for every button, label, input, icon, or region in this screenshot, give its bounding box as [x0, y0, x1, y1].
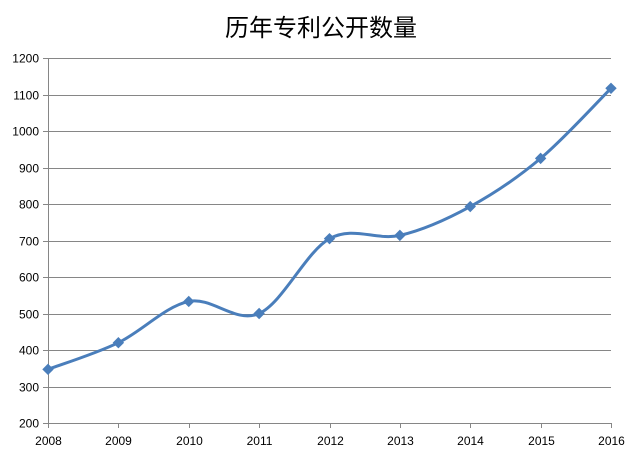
y-tick-label: 500: [19, 308, 39, 322]
grid-lines: [48, 58, 611, 388]
x-tick-label: 2010: [176, 434, 203, 448]
y-tick-label: 1100: [13, 89, 39, 103]
data-point: [253, 307, 265, 320]
data-point: [605, 82, 617, 95]
y-tick-label: 800: [19, 198, 39, 212]
y-tick-label: 200: [19, 417, 39, 431]
data-point: [464, 200, 476, 213]
x-tick-label: 2013: [387, 434, 414, 448]
x-tick-label: 2009: [105, 434, 132, 448]
data-point: [323, 232, 336, 245]
data-point: [183, 295, 195, 308]
data-point: [112, 336, 125, 349]
y-tick-label: 1200: [12, 52, 39, 66]
x-tick-label: 2015: [528, 434, 555, 448]
axes: [43, 58, 612, 428]
y-tick-label: 900: [19, 162, 39, 176]
y-tick-label: 1000: [12, 125, 39, 139]
y-tick-label: 400: [19, 344, 39, 358]
data-point: [42, 363, 54, 376]
series: [42, 82, 617, 376]
x-tick-label: 2014: [457, 434, 484, 448]
x-tick-label: 2016: [598, 434, 625, 448]
data-point: [534, 152, 547, 165]
x-tick-label: 2012: [317, 434, 344, 448]
data-point: [394, 229, 406, 242]
chart-title: 历年专利公开数量: [225, 14, 417, 42]
x-tick-label: 2011: [247, 434, 273, 448]
y-tick-label: 300: [19, 381, 39, 395]
x-tick-label: 2008: [35, 434, 62, 448]
y-tick-label: 700: [19, 235, 39, 249]
series-line: [46, 86, 613, 371]
y-tick-label: 600: [19, 271, 39, 285]
tick-labels: 200 300 400 500 600 700 800 900 1000 1100 1200 2008…: [12, 52, 625, 449]
